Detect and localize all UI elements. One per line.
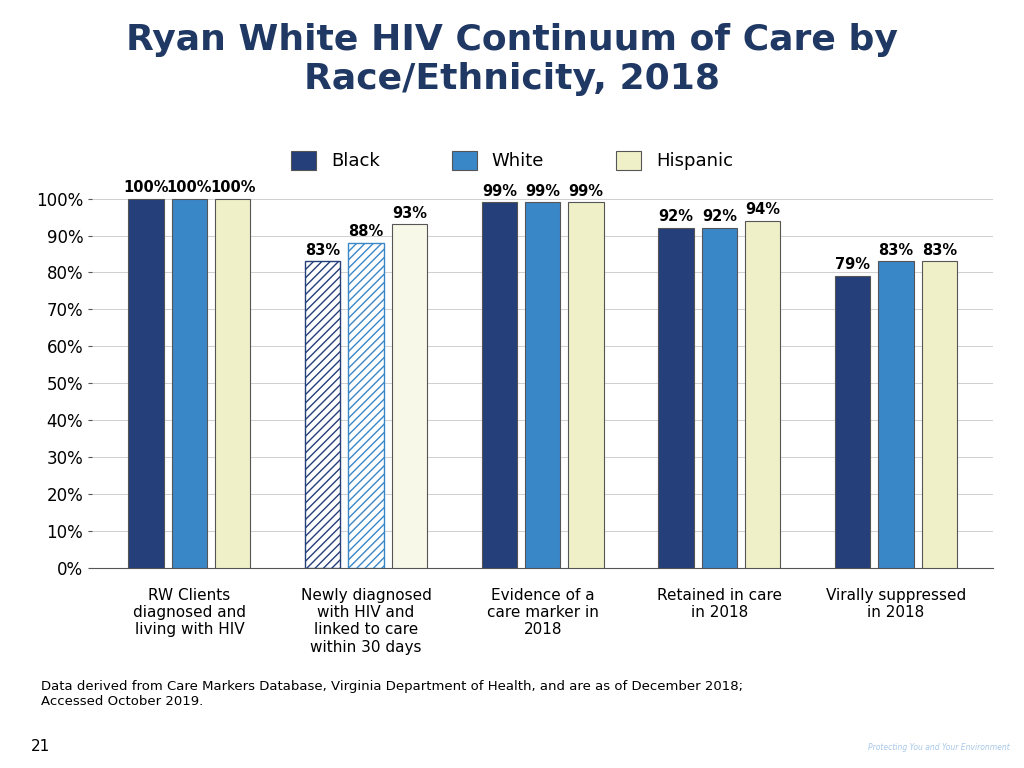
Text: Retained in care
in 2018: Retained in care in 2018 [657,588,782,620]
Text: 79%: 79% [836,257,870,273]
Text: 93%: 93% [392,206,427,220]
Text: 100%: 100% [167,180,212,195]
Text: 99%: 99% [525,184,560,199]
Bar [701,228,737,568]
Text: Newly diagnosed
with HIV and
linked to care
within 30 days: Newly diagnosed with HIV and linked to c… [301,588,431,654]
Bar [568,202,604,568]
Bar [172,199,207,568]
Bar [836,276,870,568]
Text: Virally suppressed
in 2018: Virally suppressed in 2018 [826,588,967,620]
Text: 99%: 99% [568,184,603,199]
Text: 94%: 94% [745,202,780,217]
Bar [879,261,913,568]
Text: Evidence of a
care marker in
2018: Evidence of a care marker in 2018 [486,588,599,637]
Text: VIRGINIA: VIRGINIA [868,696,921,706]
Text: D: D [765,694,801,736]
Text: OF HEALTH: OF HEALTH [868,727,932,737]
Text: 92%: 92% [701,210,737,224]
Legend: Black, White, Hispanic: Black, White, Hispanic [291,151,733,170]
Bar [481,202,517,568]
Text: 92%: 92% [658,210,693,224]
Text: 88%: 88% [348,224,384,239]
Text: 83%: 83% [922,243,957,258]
Text: DEPARTMENT: DEPARTMENT [868,711,947,722]
Text: 83%: 83% [305,243,340,258]
Text: Protecting You and Your Environment: Protecting You and Your Environment [868,743,1010,753]
Text: RW Clients
diagnosed and
living with HIV: RW Clients diagnosed and living with HIV [133,588,246,637]
Bar [745,220,780,568]
Text: 21: 21 [31,739,50,754]
Text: V: V [721,694,754,736]
Text: 100%: 100% [210,180,255,195]
Text: Ryan White HIV Continuum of Care by
Race/Ethnicity, 2018: Ryan White HIV Continuum of Care by Race… [126,23,898,97]
Bar [215,199,250,568]
Text: Data derived from Care Markers Database, Virginia Department of Health, and are : Data derived from Care Markers Database,… [41,680,743,707]
Bar [922,261,957,568]
Bar [525,202,560,568]
Text: H: H [812,694,851,736]
Text: 99%: 99% [482,184,517,199]
Bar [658,228,694,568]
Bar [391,224,427,568]
Bar [128,199,164,568]
Bar [305,261,340,568]
Bar [348,243,384,568]
Text: 83%: 83% [879,243,913,258]
Text: 100%: 100% [123,180,169,195]
